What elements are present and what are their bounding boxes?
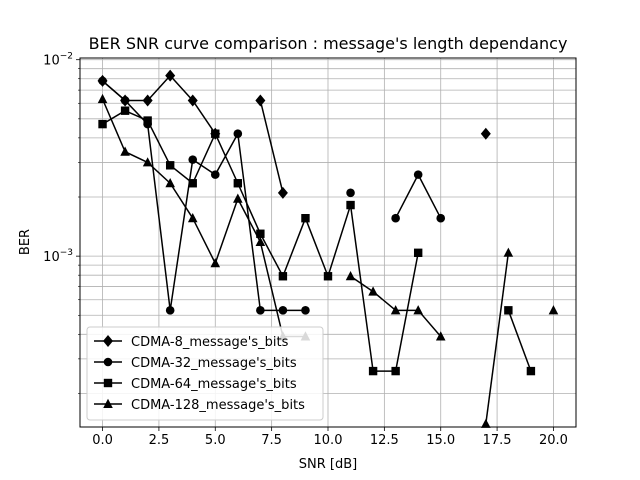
data-point-circle [436,213,446,223]
data-point-triangle [390,305,401,315]
data-point-triangle [503,247,514,257]
data-point-triangle [435,331,446,341]
data-point-square [368,366,378,376]
axes: 0.0 2.5 5.0 7.5 10.0 12.5 15.0 17.5 20.0 10−3 10−2 [43,52,568,448]
data-point-square [504,306,513,315]
legend-marker-square [103,378,113,388]
legend-marker-triangle [103,398,113,408]
x-tick-label: 0.0 [92,433,113,448]
data-point-triangle [210,258,221,268]
data-point-square [301,214,310,223]
data-point-circle [301,306,310,315]
data-point-triangle [97,93,108,104]
x-tick-label: 15.0 [426,433,455,448]
legend-marker-circle [103,357,113,367]
legend-item: CDMA-32_message's_bits [94,356,297,371]
data-point-circle [391,213,400,223]
grid [80,58,576,427]
data-point-circle [188,155,198,164]
x-axis-label: SNR [dB] [299,457,357,472]
data-point-circle [210,170,220,179]
data-point-square [233,179,243,188]
data-point-square [256,229,265,238]
series-line [259,100,284,194]
legend-label: CDMA-8_message's_bits [131,335,289,350]
data-point-triangle [345,271,356,281]
data-point-square [391,366,400,376]
data-point-square [278,272,288,281]
x-tick-label: 2.5 [149,433,170,448]
data-point-square [143,116,152,125]
y-tick-label: 10−2 [43,52,73,69]
data-point-triangle [548,305,559,315]
data-point-square [120,106,130,115]
data-point-square [211,129,220,138]
data-point-triangle [233,193,243,203]
legend-item: CDMA-64_message's_bits [94,377,297,392]
data-point-triangle [165,178,175,188]
data-point-circle [98,76,107,86]
x-tick-label: 12.5 [370,433,399,448]
legend-box [86,326,324,421]
x-tick-label: 5.0 [205,433,226,448]
data-point-triangle [255,236,266,247]
data-point-triangle [187,213,198,223]
data-point-circle [233,129,243,139]
data-point-circle [165,306,175,315]
data-point-triangle [120,146,130,156]
data-point-square [413,248,423,258]
legend-item: CDMA-128_message's_bits [94,398,305,413]
data-point-square [98,119,107,129]
data-point-circle [256,306,265,315]
chart-title: BER SNR curve comparison : message's len… [89,34,568,53]
legend-label: CDMA-32_message's_bits [131,356,297,371]
data-point-diamond [165,69,176,82]
series-line [101,98,306,338]
legend-label: CDMA-128_message's_bits [131,398,305,413]
series-line [102,80,306,312]
data-point-circle [120,96,130,105]
data-point-diamond [480,127,491,140]
data-point-circle [413,170,423,179]
data-point-triangle [413,305,423,315]
series-line [507,310,532,372]
y-axis-label: BER [18,229,33,255]
data-point-square [165,161,175,170]
x-tick-label: 10.0 [314,433,343,448]
data-point-circle [346,188,355,198]
data-point-square [346,200,355,210]
data-point-square [188,179,197,188]
data-point-square [526,366,536,376]
data-point-triangle [368,286,378,296]
data-point-circle [278,306,288,315]
series-group [97,69,559,428]
x-tick-label: 7.5 [261,433,282,448]
data-point-triangle [481,418,491,428]
data-point-diamond [255,94,266,107]
x-tick-label: 20.0 [539,433,568,448]
data-point-diamond [277,186,288,199]
data-point-square [323,272,333,281]
series-line [485,252,510,424]
data-point-diamond [142,94,153,107]
y-tick-label: 10−3 [43,248,73,265]
series-square [98,106,536,376]
data-point-triangle [142,157,153,167]
legend-item: CDMA-8_message's_bits [94,335,289,350]
legend-label: CDMA-64_message's_bits [131,377,297,392]
data-point-diamond [187,94,198,107]
legend: CDMA-8_message's_bits CDMA-32_message's_b… [86,326,324,421]
legend-marker-diamond [103,335,113,347]
x-tick-label: 17.5 [483,433,512,448]
